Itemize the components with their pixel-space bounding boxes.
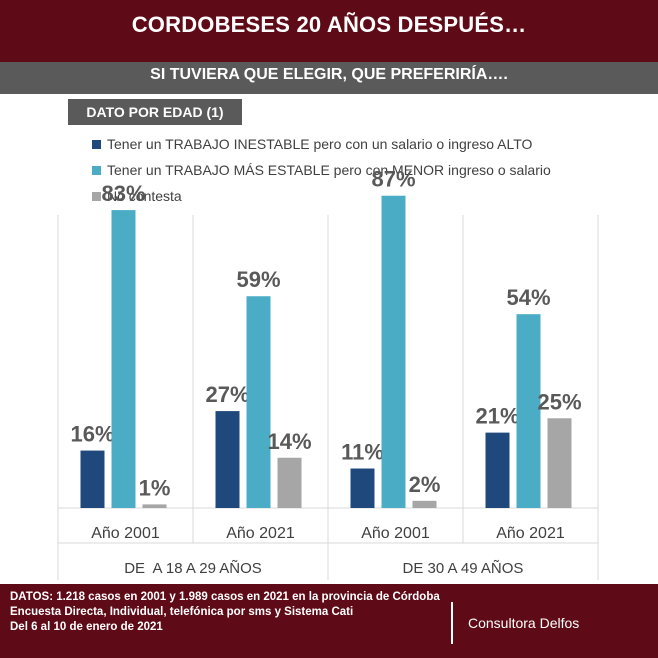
legend-label-estable: Tener un TRABAJO MÁS ESTABLE pero con ME… [107, 162, 551, 178]
data-label: 59% [236, 267, 280, 292]
bar [412, 500, 437, 508]
bar [142, 504, 167, 508]
bar [381, 195, 406, 509]
data-label: 14% [267, 429, 311, 454]
bar [485, 432, 510, 508]
bar [547, 418, 572, 508]
category-label: Año 2001 [91, 525, 160, 542]
data-label: 87% [371, 167, 415, 192]
data-footnote: DATOS: 1.218 casos en 2001 y 1.989 casos… [10, 590, 440, 635]
brand-name: Consultora Delfos [468, 615, 580, 631]
legend-label-inestable: Tener un TRABAJO INESTABLE pero con un s… [107, 136, 533, 152]
data-label: 54% [506, 285, 550, 310]
bar [80, 450, 105, 508]
title-banner [0, 0, 658, 62]
bar [111, 210, 136, 508]
data-label: 21% [475, 404, 519, 429]
footnote-line-dates: Del 6 al 10 de enero de 2021 [10, 621, 163, 633]
data-label: 2% [409, 472, 441, 497]
category-label: Año 2001 [361, 525, 430, 542]
subtitle-banner [0, 62, 658, 94]
legend-swatch-no-contesta [92, 192, 101, 201]
legend-swatch-estable [92, 166, 101, 175]
footnote-line-method: Encuesta Directa, Individual, telefónica… [10, 606, 354, 618]
bar [215, 411, 240, 508]
page-title: CORDOBESES 20 AÑOS DESPUÉS… [131, 12, 527, 37]
legend-swatch-inestable [92, 140, 101, 149]
bar [246, 296, 271, 508]
section-label: DATO POR EDAD (1) [68, 99, 242, 125]
data-label: 11% [341, 440, 384, 465]
category-label: Año 2021 [226, 525, 295, 542]
data-label: 16% [70, 422, 114, 447]
bar [516, 314, 541, 508]
category-label: Año 2021 [496, 525, 565, 542]
group-label: DE A 18 A 29 AÑOS [124, 560, 262, 577]
page-subtitle: SI TUVIERA QUE ELEGIR, QUE PREFERIRÍA…. [150, 66, 508, 83]
footer-banner [0, 584, 658, 658]
group-label: DE 30 A 49 AÑOS [403, 560, 524, 577]
bar [350, 468, 375, 508]
data-label: 83% [101, 181, 145, 206]
footer-divider [451, 602, 453, 644]
data-label: 1% [139, 475, 171, 500]
footnote-line-sample: DATOS: 1.218 casos en 2001 y 1.989 casos… [10, 591, 440, 603]
legend-label-no-contesta: No contesta [107, 188, 182, 204]
bar [277, 457, 302, 508]
data-label: 25% [537, 389, 581, 414]
data-label: 27% [205, 382, 249, 407]
